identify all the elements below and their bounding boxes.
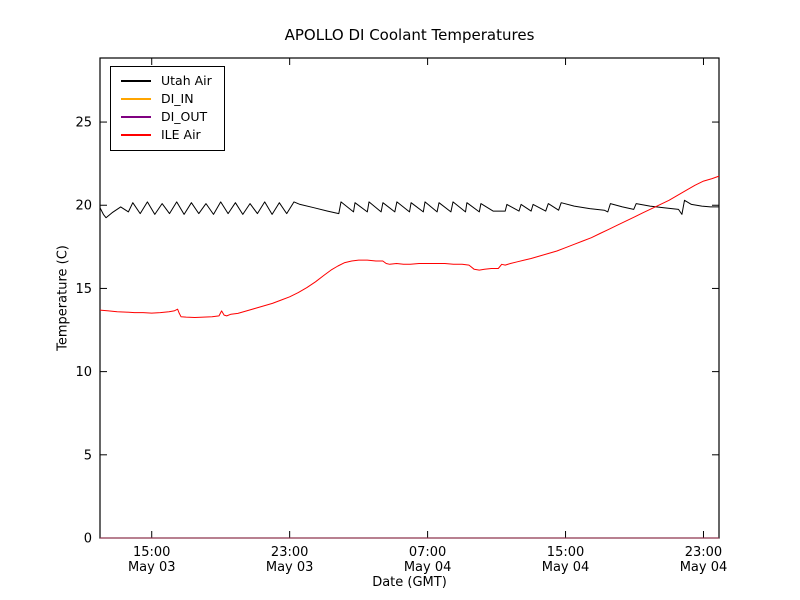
- y-tick-label: 15: [75, 282, 92, 297]
- y-tick-label: 10: [75, 365, 92, 380]
- series-line-ile-air: [99, 175, 720, 318]
- x-tick-label-date: May 04: [542, 560, 590, 575]
- legend-label: DI_OUT: [161, 109, 208, 124]
- legend-label: DI_IN: [161, 91, 194, 106]
- x-tick-label-time: 23:00: [685, 545, 722, 560]
- legend-item-utah-air: Utah Air: [121, 72, 212, 90]
- legend-item-ile-air: ILE Air: [121, 126, 212, 144]
- chart-title: APOLLO DI Coolant Temperatures: [284, 26, 535, 44]
- y-axis-label: Temperature (C): [55, 245, 71, 351]
- series-line-utah-air: [99, 199, 719, 219]
- legend-line-sample-ile-air: [121, 134, 151, 136]
- legend-line-sample-di-out: [121, 116, 151, 118]
- legend-line-sample-utah-air: [121, 80, 151, 82]
- y-tick-label: 0: [84, 532, 92, 547]
- legend: Utah Air DI_IN DI_OUT ILE Air: [110, 66, 225, 151]
- legend-item-di-out: DI_OUT: [121, 108, 212, 126]
- x-tick-label-time: 15:00: [547, 545, 584, 560]
- x-tick-label-time: 15:00: [133, 545, 170, 560]
- x-tick-label-date: May 03: [266, 560, 314, 575]
- y-tick-label: 20: [75, 199, 92, 214]
- legend-item-di-in: DI_IN: [121, 90, 212, 108]
- x-tick-label-time: 23:00: [271, 545, 308, 560]
- y-tick-label: 5: [84, 448, 92, 463]
- x-tick-label-time: 07:00: [409, 545, 446, 560]
- x-tick-label-date: May 04: [404, 560, 452, 575]
- x-tick-label-date: May 03: [128, 560, 176, 575]
- legend-line-sample-di-in: [121, 98, 151, 100]
- y-tick-label: 25: [75, 116, 92, 131]
- legend-label: ILE Air: [161, 127, 201, 142]
- x-tick-label-date: May 04: [680, 560, 728, 575]
- legend-label: Utah Air: [161, 73, 212, 88]
- x-axis-label: Date (GMT): [372, 575, 447, 590]
